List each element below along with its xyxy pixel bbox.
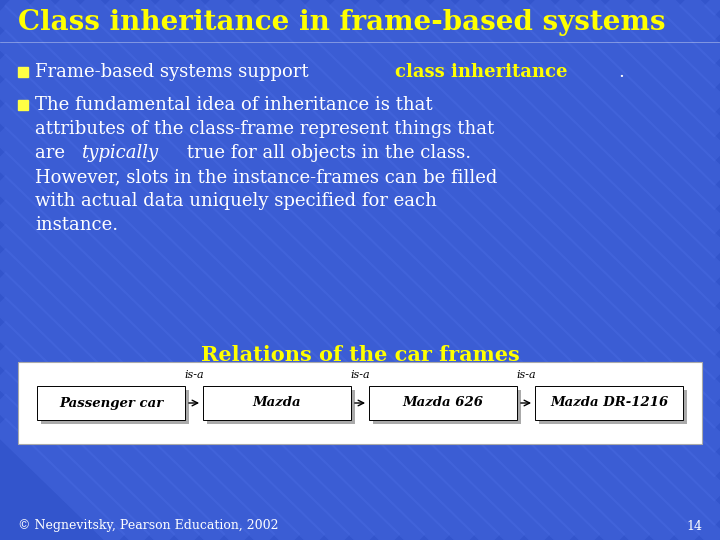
Text: Mazda DR-1216: Mazda DR-1216 <box>550 396 668 409</box>
Text: Class inheritance in frame-based systems: Class inheritance in frame-based systems <box>18 9 665 36</box>
Text: are: are <box>35 144 71 162</box>
Bar <box>18 100 28 110</box>
Bar <box>539 390 687 424</box>
Text: The fundamental idea of inheritance is that: The fundamental idea of inheritance is t… <box>35 96 433 114</box>
Text: with actual data uniquely specified for each: with actual data uniquely specified for … <box>35 192 437 210</box>
Text: However, slots in the instance-frames can be filled: However, slots in the instance-frames ca… <box>35 168 498 186</box>
Text: true for all objects in the class.: true for all objects in the class. <box>181 144 471 162</box>
Text: class inheritance: class inheritance <box>395 63 568 81</box>
Bar <box>203 386 351 420</box>
Text: is-a: is-a <box>184 370 204 380</box>
Text: .: . <box>618 63 624 81</box>
Text: Mazda 626: Mazda 626 <box>402 396 484 409</box>
Text: is-a: is-a <box>350 370 370 380</box>
Bar <box>373 390 521 424</box>
Text: instance.: instance. <box>35 216 118 234</box>
Bar <box>369 386 517 420</box>
Bar <box>37 386 185 420</box>
Text: Relations of the car frames: Relations of the car frames <box>201 345 519 365</box>
Bar <box>41 390 189 424</box>
Bar <box>18 362 702 444</box>
Text: attributes of the class-frame represent things that: attributes of the class-frame represent … <box>35 120 494 138</box>
Text: © Negnevitsky, Pearson Education, 2002: © Negnevitsky, Pearson Education, 2002 <box>18 519 279 532</box>
Text: 14: 14 <box>686 519 702 532</box>
Text: typically: typically <box>81 144 158 162</box>
Text: Passenger car: Passenger car <box>59 396 163 409</box>
Text: Mazda: Mazda <box>253 396 301 409</box>
Bar <box>207 390 355 424</box>
Bar <box>535 386 683 420</box>
Text: Frame-based systems support: Frame-based systems support <box>35 63 315 81</box>
Bar <box>18 67 28 77</box>
Text: is-a: is-a <box>516 370 536 380</box>
